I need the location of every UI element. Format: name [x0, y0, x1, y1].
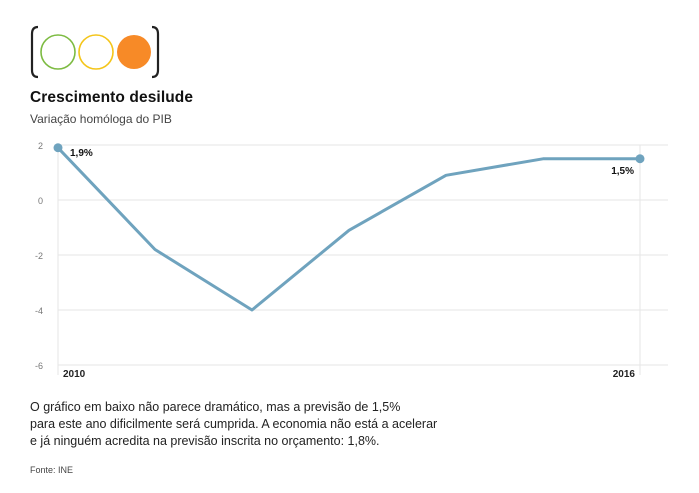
data-label: 1,9% — [70, 148, 93, 159]
y-tick-label: 2 — [38, 141, 43, 151]
caption-line: O gráfico em baixo não parece dramático,… — [30, 400, 401, 414]
y-tick-label: -4 — [35, 306, 43, 316]
data-point — [53, 143, 63, 153]
x-tick-label: 2010 — [63, 369, 86, 380]
data-point — [635, 154, 645, 164]
source-note: Fonte: INE — [30, 465, 74, 475]
y-tick-label: -6 — [35, 361, 43, 371]
y-axis-ticks: 2 0 -2 -4 -6 — [35, 141, 43, 371]
orange-light-icon — [117, 35, 151, 69]
traffic-light-indicator — [30, 25, 160, 79]
caption-line: e já ninguém acredita na previsão inscri… — [30, 434, 380, 448]
x-axis-ticks: 2010 2016 — [63, 369, 635, 380]
data-labels: 1,9% 1,5% — [70, 148, 634, 177]
y-tick-label: 0 — [38, 196, 43, 206]
grid-lines — [57, 144, 668, 375]
caption-line: para este ano dificilmente será cumprida… — [30, 417, 438, 431]
x-tick-label: 2016 — [613, 369, 636, 380]
left-bracket-icon — [30, 25, 39, 79]
data-points — [53, 143, 645, 164]
y-tick-label: -2 — [35, 251, 43, 261]
green-light-icon — [40, 34, 76, 70]
chart-subtitle: Variação homóloga do PIB — [30, 112, 172, 126]
yellow-light-icon — [78, 34, 114, 70]
data-label: 1,5% — [611, 166, 634, 177]
caption-text: O gráfico em baixo não parece dramático,… — [30, 399, 490, 450]
right-bracket-icon — [151, 25, 160, 79]
chart-title: Crescimento desilude — [30, 89, 194, 106]
series-line — [56, 146, 642, 312]
